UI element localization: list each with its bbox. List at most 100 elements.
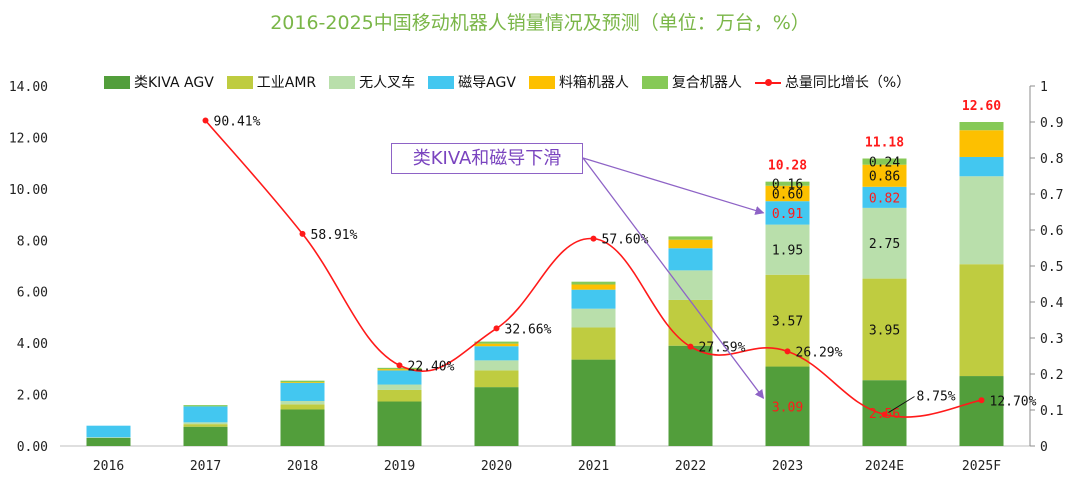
bar-magnetic-2019 (377, 370, 422, 385)
bar-kiva-2021 (571, 359, 616, 446)
bar-bin-2018 (280, 382, 325, 383)
legend-swatch-growth (754, 76, 781, 89)
bar-forklift-2020 (474, 360, 519, 371)
chart-legend: 类KIVA AGV 工业AMR 无人叉车 磁导AGV 料箱机器人 复合机器人 总… (104, 72, 923, 92)
segment-label-composite-2024E: 0.24 (869, 156, 900, 171)
bar-kiva-2018 (280, 409, 325, 446)
growth-point-2024E (881, 411, 888, 418)
callout-arrow-magnetic (582, 157, 765, 215)
x-tick-label: 2016 (93, 459, 124, 474)
bar-amr-2018 (280, 404, 325, 410)
bar-bin-2023 (765, 185, 810, 202)
bar-magnetic-2021 (571, 289, 616, 309)
bar-forklift-2024E (862, 207, 907, 279)
bar-amr-2017 (183, 424, 228, 427)
legend-label-bin: 料箱机器人 (558, 75, 629, 91)
segment-label-forklift-2024E: 2.75 (869, 237, 900, 252)
legend-label-magnetic: 磁导AGV (458, 75, 516, 91)
x-tick-label: 2023 (772, 459, 803, 474)
bar-kiva-2020 (474, 387, 519, 446)
growth-label-2020: 32.66% (505, 322, 552, 337)
bar-bin-2020 (474, 343, 519, 347)
x-tick-label: 2021 (578, 459, 609, 474)
y-tick-label: 10.00 (9, 183, 48, 198)
bar-bin-2021 (571, 284, 616, 290)
growth-point-2022 (687, 343, 694, 350)
total-label-2025F: 12.60 (962, 99, 1001, 114)
bar-composite-2018 (280, 380, 325, 383)
x-tick-label: 2019 (384, 459, 415, 474)
bar-composite-2022 (668, 236, 713, 240)
y-tick-label: 14.00 (9, 80, 48, 95)
legend-label-growth: 总量同比增长（%） (784, 75, 911, 91)
total-label-2024E: 11.18 (865, 136, 904, 151)
bar-amr-2020 (474, 370, 519, 388)
callout-arrow-kiva (582, 157, 765, 399)
bar-amr-2025F (959, 264, 1004, 377)
bar-composite-2019 (377, 367, 422, 370)
bar-magnetic-2023 (765, 201, 810, 225)
legend-item-bin: 料箱机器人 (528, 72, 629, 92)
segment-label-forklift-2023: 1.95 (772, 244, 803, 259)
legend-swatch-forklift (329, 75, 356, 89)
bar-kiva-2023 (765, 366, 810, 446)
bar-forklift-2019 (377, 384, 422, 390)
bar-forklift-2016 (86, 437, 131, 438)
growth-label-2018: 58.91% (311, 228, 358, 243)
y-tick-label: 0.00 (17, 440, 48, 455)
growth-point-2017 (202, 117, 209, 124)
segment-label-magnetic-2023: 0.91 (772, 207, 803, 222)
y2-tick-label: 0.2 (1040, 368, 1063, 383)
x-tick-label: 2020 (481, 459, 512, 474)
legend-swatch-bin (528, 75, 555, 89)
y-tick-label: 12.00 (9, 131, 48, 146)
legend-label-forklift: 无人叉车 (359, 75, 416, 91)
growth-point-2025F (978, 397, 985, 404)
segment-label-composite-2023: 0.16 (772, 178, 803, 193)
growth-label-2025F: 12.70% (990, 394, 1037, 409)
legend-item-amr: 工业AMR (226, 72, 316, 92)
growth-label-2024E: 8.75% (917, 390, 956, 405)
y2-tick-label: 0.9 (1040, 116, 1063, 131)
growth-label-2022: 27.59% (699, 341, 746, 356)
bar-composite-2025F (959, 122, 1004, 131)
bar-forklift-2022 (668, 270, 713, 300)
growth-label-2017: 90.41% (214, 115, 261, 130)
segment-label-kiva-2024E: 2.56 (869, 407, 900, 422)
legend-swatch-composite (641, 75, 668, 89)
x-tick-label: 2024E (865, 459, 904, 474)
y2-tick-label: 0.5 (1040, 260, 1063, 275)
bar-kiva-2017 (183, 426, 228, 446)
bar-amr-2021 (571, 327, 616, 360)
y2-tick-label: 0.8 (1040, 152, 1063, 167)
total-label-2023: 10.28 (768, 159, 807, 174)
annotation-callout: 类KIVA和磁导下滑 (391, 143, 583, 174)
segment-label-bin-2024E: 0.86 (869, 170, 900, 185)
bar-composite-2020 (474, 341, 519, 344)
bar-kiva-2025F (959, 376, 1004, 446)
x-tick-label: 2022 (675, 459, 706, 474)
y2-tick-label: 0.3 (1040, 332, 1063, 347)
y2-tick-label: 0 (1040, 440, 1048, 455)
growth-point-2023 (784, 348, 791, 355)
bar-magnetic-2025F (959, 156, 1004, 177)
segment-label-amr-2023: 3.57 (772, 315, 803, 330)
bar-magnetic-2017 (183, 406, 228, 423)
legend-swatch-amr (226, 75, 253, 89)
y2-tick-label: 0.7 (1040, 188, 1063, 203)
legend-item-magnetic: 磁导AGV (428, 72, 516, 92)
bar-bin-2024E (862, 164, 907, 187)
segment-label-magnetic-2024E: 0.82 (869, 191, 900, 206)
bar-forklift-2025F (959, 176, 1004, 265)
bar-composite-2024E (862, 158, 907, 165)
y-tick-label: 6.00 (17, 286, 48, 301)
bar-bin-2022 (668, 239, 713, 249)
growth-label-2021: 57.60% (602, 233, 649, 248)
growth-point-2020 (493, 325, 500, 332)
bar-magnetic-2024E (862, 186, 907, 208)
growth-label-2023: 26.29% (796, 345, 843, 360)
y-tick-label: 4.00 (17, 337, 48, 352)
bar-kiva-2022 (668, 345, 713, 446)
bar-amr-2022 (668, 299, 713, 346)
